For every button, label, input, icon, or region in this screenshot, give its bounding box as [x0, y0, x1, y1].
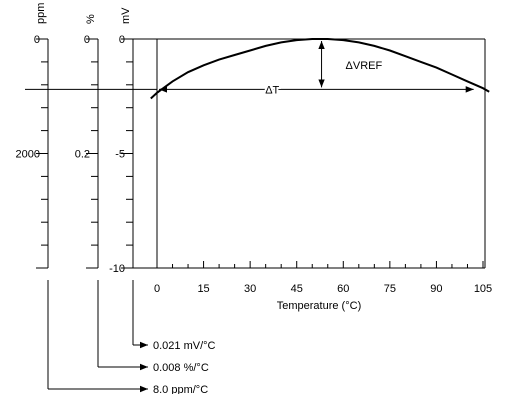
y-tick-label-mV: -5 — [115, 149, 125, 161]
x-tick-label: 15 — [197, 283, 209, 295]
result-label-ppm: 8.0 ppm/°C — [153, 384, 208, 394]
x-tick-label: 105 — [474, 283, 492, 295]
y-tick-label-mV: 0 — [119, 34, 125, 46]
x-tick-label: 90 — [430, 283, 442, 295]
y-tick-label-ppm: 2000 — [16, 149, 40, 161]
x-axis-label: Temperature (°C) — [277, 300, 361, 312]
y-tick-label-ppm: 0 — [34, 34, 40, 46]
delta-v-label: ΔVREF — [346, 60, 383, 72]
y-axis-unit-ppm: ppm — [35, 3, 47, 24]
y-axis-unit-%: % — [85, 14, 97, 24]
y-tick-label-%: 0.2 — [75, 149, 90, 161]
x-tick-label: 75 — [384, 283, 396, 295]
x-tick-label: 45 — [291, 283, 303, 295]
x-tick-label: 30 — [244, 283, 256, 295]
delta-t-label: ΔT — [265, 84, 279, 96]
y-tick-label-%: 0 — [84, 34, 90, 46]
y-tick-label-mV: -10 — [109, 263, 125, 275]
x-tick-label: 0 — [154, 283, 160, 295]
series-line — [150, 38, 490, 100]
result-label-%: 0.008 %/°C — [153, 362, 209, 374]
result-label-mV: 0.021 mV/°C — [153, 340, 216, 352]
x-tick-label: 60 — [337, 283, 349, 295]
y-axis-unit-mV: mV — [120, 7, 132, 24]
